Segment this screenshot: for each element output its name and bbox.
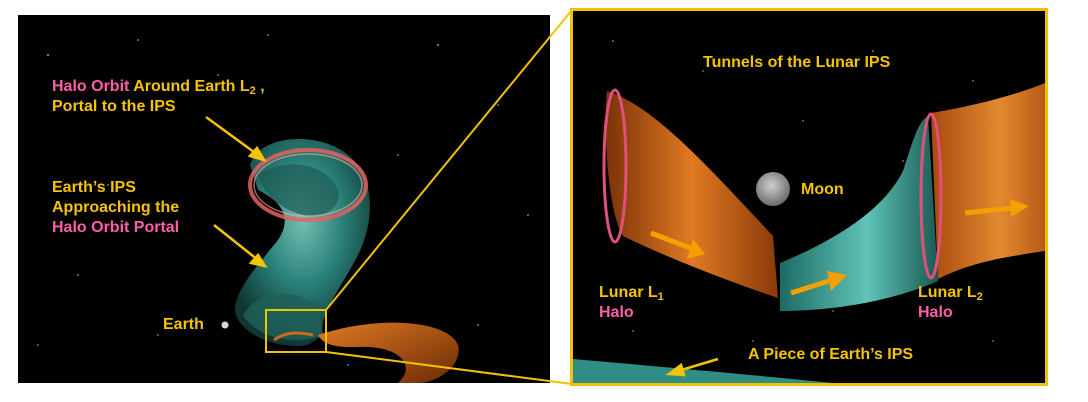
earth-ips-label-line2: Approaching the <box>52 199 180 216</box>
starfield <box>612 40 994 342</box>
l1-orange-tunnel <box>605 91 778 298</box>
earth-label: Earth <box>163 316 204 333</box>
earth-ips-piece <box>573 359 833 383</box>
l1-halo-ring <box>602 88 628 244</box>
lunar-ips-view: Tunnels of the Lunar IPS Moon Lunar L1 H… <box>570 8 1048 386</box>
lunar-ips-title: Tunnels of the Lunar IPS <box>703 54 891 71</box>
earth-dot <box>221 321 229 329</box>
moon <box>756 172 790 206</box>
portal-label: Portal to the IPS <box>52 98 176 115</box>
l2-halo-ring <box>919 112 943 280</box>
earth-ips-view: Halo Orbit Around Earth L2 , Portal to t… <box>18 15 550 383</box>
lunar-l2-halo-label: Halo <box>918 304 953 321</box>
lunar-ips-illustration <box>573 40 1045 383</box>
moon-label: Moon <box>801 181 844 198</box>
lunar-l1-halo-label: Halo <box>599 304 634 321</box>
label-arrows <box>205 115 268 268</box>
zoom-box <box>265 309 327 353</box>
piece-label-arrow <box>665 357 719 377</box>
flow-arrows <box>650 199 1029 296</box>
l2-teal-tunnel <box>780 116 938 311</box>
halo-orbit-label: Halo Orbit Around Earth L2 , <box>52 78 265 97</box>
earth-ips-label-line1: Earth’s IPS <box>52 179 136 196</box>
earth-ips-piece-label: A Piece of Earth’s IPS <box>748 346 914 363</box>
lunar-l2-label: Lunar L2 <box>918 284 983 303</box>
earth-ips-label-line3: Halo Orbit Portal <box>52 219 180 236</box>
lunar-l1-label: Lunar L1 <box>599 284 664 303</box>
l2-orange-tunnel <box>931 83 1045 279</box>
orange-ips-tube <box>318 322 459 383</box>
